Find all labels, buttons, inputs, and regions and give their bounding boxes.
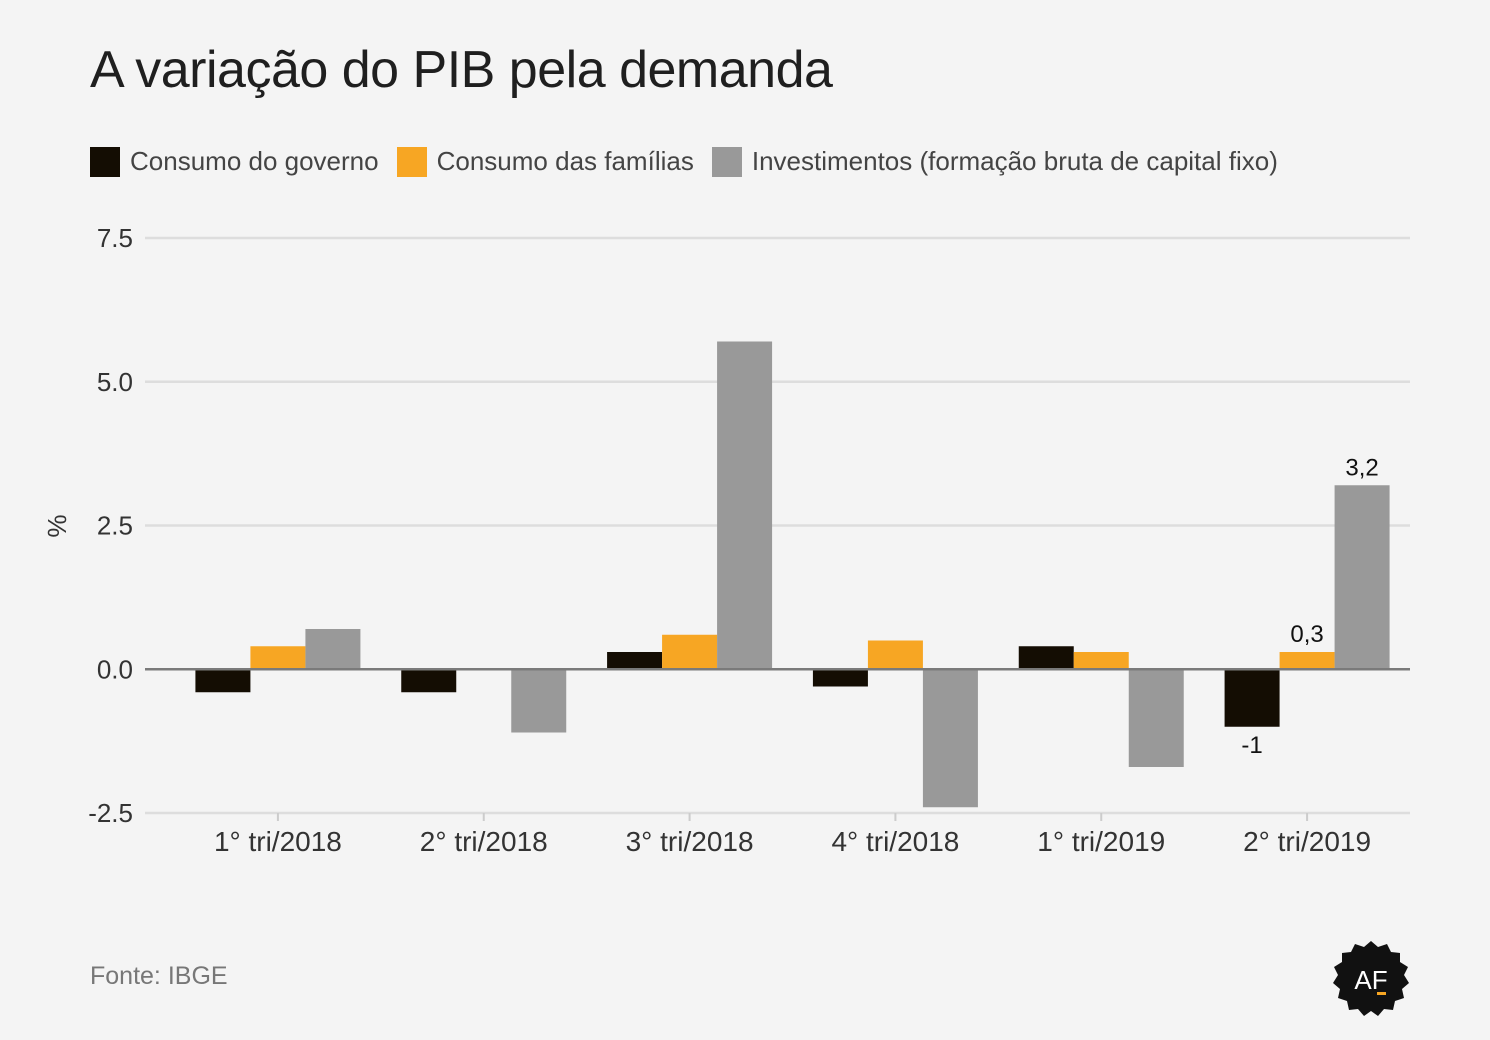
x-category-label: 1° tri/2018 bbox=[214, 826, 342, 857]
bar-investimentos bbox=[717, 341, 773, 670]
y-tick-label: 2.5 bbox=[97, 511, 133, 541]
bar-investimentos bbox=[1334, 485, 1390, 670]
bar-familias bbox=[1279, 652, 1335, 670]
legend-label-familias: Consumo das famílias bbox=[436, 146, 694, 176]
bar-governo bbox=[1224, 669, 1280, 727]
legend-swatch-familias bbox=[396, 146, 427, 177]
bar-familias bbox=[1073, 652, 1129, 670]
x-category-label: 2° tri/2018 bbox=[420, 826, 548, 857]
data-label: 0,3 bbox=[1290, 621, 1323, 648]
y-tick-label: 5.0 bbox=[97, 367, 133, 397]
x-category-label: 4° tri/2018 bbox=[831, 826, 959, 857]
data-label: -1 bbox=[1241, 732, 1262, 759]
legend-label-investimentos: Investimentos (formação bruta de capital… bbox=[751, 146, 1278, 176]
y-tick-label: 7.5 bbox=[97, 223, 133, 253]
af-logo-accent bbox=[1377, 992, 1386, 995]
bar-governo bbox=[195, 669, 251, 693]
x-category-label: 3° tri/2018 bbox=[626, 826, 754, 857]
bar-investimentos bbox=[511, 669, 567, 733]
legend-swatch-investimentos bbox=[711, 146, 742, 177]
y-axis-label: % bbox=[42, 514, 72, 537]
af-logo-text: AF bbox=[1354, 965, 1387, 995]
bar-familias bbox=[662, 634, 718, 670]
legend-item-governo: Consumo do governo bbox=[90, 146, 379, 177]
bar-governo bbox=[607, 652, 663, 670]
source-note: Fonte: IBGE bbox=[90, 962, 228, 990]
bar-investimentos bbox=[305, 629, 361, 670]
data-label: 3,2 bbox=[1345, 454, 1378, 481]
y-tick-label: -2.5 bbox=[88, 798, 133, 828]
y-tick-label: 0.0 bbox=[97, 654, 133, 684]
af-logo-badge bbox=[1333, 941, 1409, 1016]
legend-item-investimentos: Investimentos (formação bruta de capital… bbox=[711, 146, 1278, 177]
x-category-label: 2° tri/2019 bbox=[1243, 826, 1371, 857]
bar-governo bbox=[401, 669, 457, 693]
af-logo: AF bbox=[1333, 941, 1409, 1016]
bar-governo bbox=[812, 669, 868, 687]
bar-familias bbox=[250, 646, 306, 670]
legend-item-familias: Consumo das famílias bbox=[396, 146, 694, 177]
bar-chart: -2.5 0.0 2.5 5.0 7.5% 1° tri/2018 2° tri/2018 3… bbox=[42, 223, 1410, 857]
bar-investimentos bbox=[922, 669, 978, 808]
bar-familias bbox=[867, 640, 923, 670]
bar-investimentos bbox=[1128, 669, 1184, 767]
chart-legend: Consumo do governo Consumo das famílias … bbox=[90, 146, 1282, 177]
legend-label-governo: Consumo do governo bbox=[130, 146, 379, 176]
bar-governo bbox=[1018, 646, 1074, 670]
x-category-label: 1° tri/2019 bbox=[1037, 826, 1165, 857]
chart-title: A variação do PIB pela demanda bbox=[90, 41, 833, 99]
legend-swatch-governo bbox=[90, 146, 120, 177]
